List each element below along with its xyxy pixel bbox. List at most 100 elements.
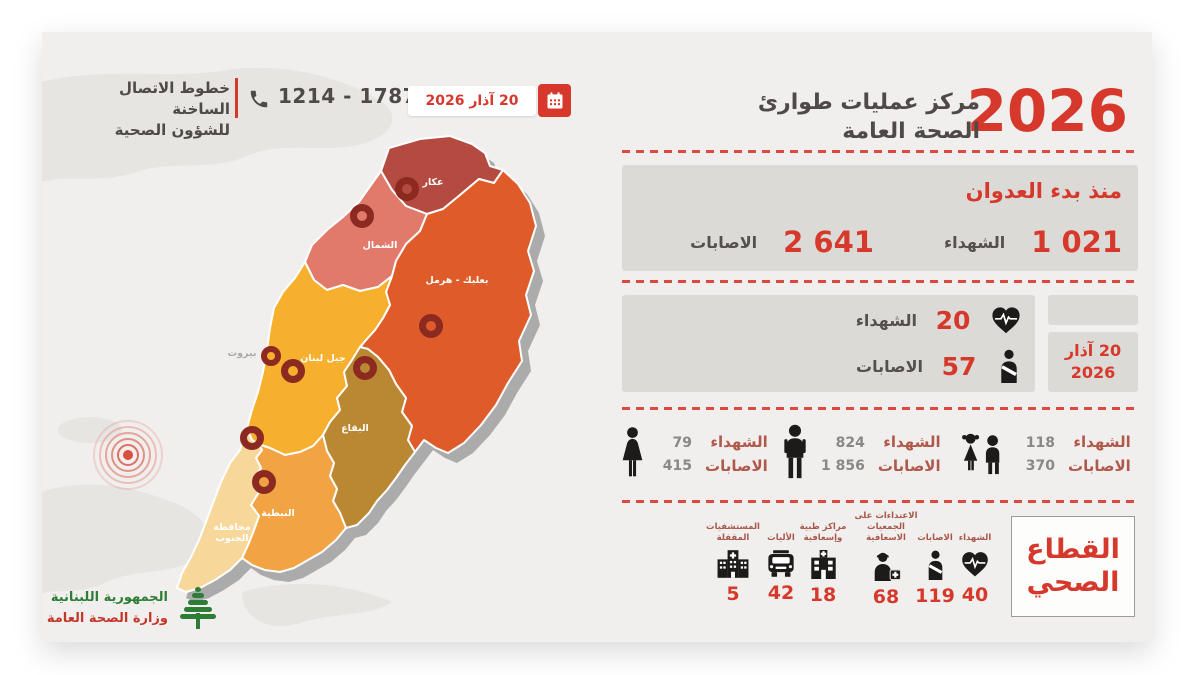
injured-person-icon (995, 349, 1023, 383)
strike-markers (240, 177, 443, 494)
item-value: 42 (767, 582, 795, 604)
map-label-north: الشمال (363, 240, 398, 251)
daily-date-box: 20 آذار 2026 (1048, 332, 1138, 392)
health-item-vehicles: الأليات 42 (756, 516, 806, 604)
hospital-icon (716, 550, 750, 578)
item-value: 5 (726, 583, 740, 605)
map-label-south-1: محافظة (213, 522, 251, 533)
woman-icon (620, 426, 645, 482)
region-bekaa (322, 346, 416, 529)
map-shadow (186, 146, 545, 602)
demographics-group-children: 118 370 الشهداء الاصابات (960, 432, 1131, 476)
marker-nabatieh (252, 470, 276, 494)
health-sector-title: القطاع الصحي (1011, 516, 1135, 617)
item-label: المستشفيات المقفلة (706, 521, 760, 543)
ambulance-icon (766, 550, 796, 577)
ministry-logo-text: الجمهورية اللبنانية وزارة الصحة العامة (42, 588, 168, 630)
lebanon-map: عكار الشمال بعلبك - هرمل جبل لبنان البقا… (176, 135, 545, 602)
marker-bekaa (353, 356, 377, 380)
health-item-injuries: الاصابات 119 (910, 516, 960, 607)
daily-martyrs-label: الشهداء (855, 311, 917, 330)
since-panel-title: منذ بدء العدوان (965, 179, 1122, 203)
men-injuries-value: 1 856 (821, 457, 865, 474)
women-martyrs-value: 79 (672, 434, 692, 451)
heart-ecg-icon (989, 305, 1023, 336)
phone-icon (248, 88, 270, 110)
total-injuries-value: 2 641 (783, 225, 874, 259)
hotline-divider (235, 78, 238, 118)
heart-ecg-icon (959, 550, 991, 579)
infographic-card: عكار الشمال بعلبك - هرمل جبل لبنان البقا… (42, 32, 1152, 642)
total-martyrs-value: 1 021 (1031, 225, 1122, 259)
since-panel-stats: 1 021 الشهداء 2 641 الاصابات (638, 225, 1122, 259)
children-values: 118 370 (1021, 435, 1055, 474)
children-injuries-value: 370 (1025, 457, 1055, 474)
item-label: الاصابات (917, 532, 953, 543)
item-label: الاعتداءات على الجمعيات الاسعافية (854, 510, 918, 543)
daily-injuries-value: 57 (941, 351, 977, 381)
item-label: الأليات (767, 532, 795, 543)
calendar-badge (538, 84, 571, 117)
dashed-divider (622, 500, 1138, 503)
daily-martyrs-row: 20 الشهداء (856, 305, 1023, 336)
calendar-icon (545, 91, 565, 111)
total-martyrs-label: الشهداء (943, 232, 1006, 252)
daily-injuries-row: 57 الاصابات (856, 349, 1023, 383)
man-icon (782, 424, 808, 484)
region-south (176, 427, 263, 593)
medical-center-icon (809, 550, 838, 579)
daily-stats-panel: 20 الشهداء 57 الاصابات (622, 295, 1035, 392)
daily-martyrs-value: 20 (935, 306, 971, 335)
item-value: 40 (961, 584, 989, 606)
map-label-south-2: الجنوب (215, 533, 248, 544)
date-badge: 20 آذار 2026 (408, 86, 536, 116)
map-label-baalbek: بعلبك - هرمل (426, 275, 489, 286)
region-baalbek-hermel (359, 169, 537, 454)
paramedic-icon (871, 550, 902, 581)
daily-injuries-label: الاصابات (856, 356, 923, 376)
women-labels: الشهداء الاصابات (705, 433, 768, 475)
women-values: 79 415 (658, 435, 692, 474)
children-icon (960, 432, 1008, 476)
marker-akkar (395, 177, 419, 201)
map-label-bekaa: البقاع (341, 423, 369, 434)
item-value: 18 (809, 584, 837, 606)
children-labels: الشهداء الاصابات (1068, 433, 1131, 475)
dashed-divider (622, 280, 1138, 283)
empty-box (1048, 295, 1138, 325)
demographics-group-men: 824 1 856 الشهداء الاصابات (782, 424, 941, 484)
hotline-label: خطوط الاتصال الساخنة للشؤون الصحية (114, 79, 230, 139)
dashed-divider (622, 150, 1138, 153)
region-mount-lebanon (246, 261, 393, 456)
demographics-group-women: 79 415 الشهداء الاصابات (620, 426, 768, 482)
marker-beirut (261, 346, 281, 366)
map-label-beirut: بيروت (228, 348, 257, 359)
item-label: مراكز طبية وإسعافية (799, 521, 847, 543)
women-injuries-value: 415 (662, 457, 692, 474)
hotline-numbers: 1214 - 1787 (278, 84, 418, 108)
region-akkar (380, 135, 504, 215)
map-label-mount-lebanon: جبل لبنان (300, 353, 346, 364)
since-aggression-panel: منذ بدء العدوان 1 021 الشهداء 2 641 الاص… (622, 165, 1138, 271)
region-north (304, 170, 428, 292)
men-values: 824 1 856 (821, 435, 865, 474)
republic-line: الجمهورية اللبنانية (50, 590, 168, 605)
pulse-marker (93, 420, 163, 490)
cedar-icon (176, 583, 220, 631)
page-title: مركز عمليات طوارئ الصحة العامة (757, 90, 980, 144)
region-nabatieh (241, 434, 347, 573)
marker-north (350, 204, 374, 228)
dashed-divider (622, 407, 1138, 410)
map-label-akkar: عكار (421, 177, 443, 188)
item-value: 119 (915, 585, 955, 607)
year-title: 2026 (966, 77, 1128, 145)
marker-baalbek (419, 314, 443, 338)
health-item-attacks-on-ems: الاعتداءات على الجمعيات الاسعافية 68 (852, 510, 920, 608)
men-labels: الشهداء الاصابات (877, 433, 941, 475)
children-martyrs-value: 118 (1025, 434, 1055, 451)
total-injuries-label: الاصابات (690, 232, 758, 252)
marker-coast-south (240, 426, 264, 450)
ministry-line: وزارة الصحة العامة (46, 610, 168, 626)
marker-mount-lebanon (281, 359, 305, 383)
men-martyrs-value: 824 (835, 434, 865, 451)
